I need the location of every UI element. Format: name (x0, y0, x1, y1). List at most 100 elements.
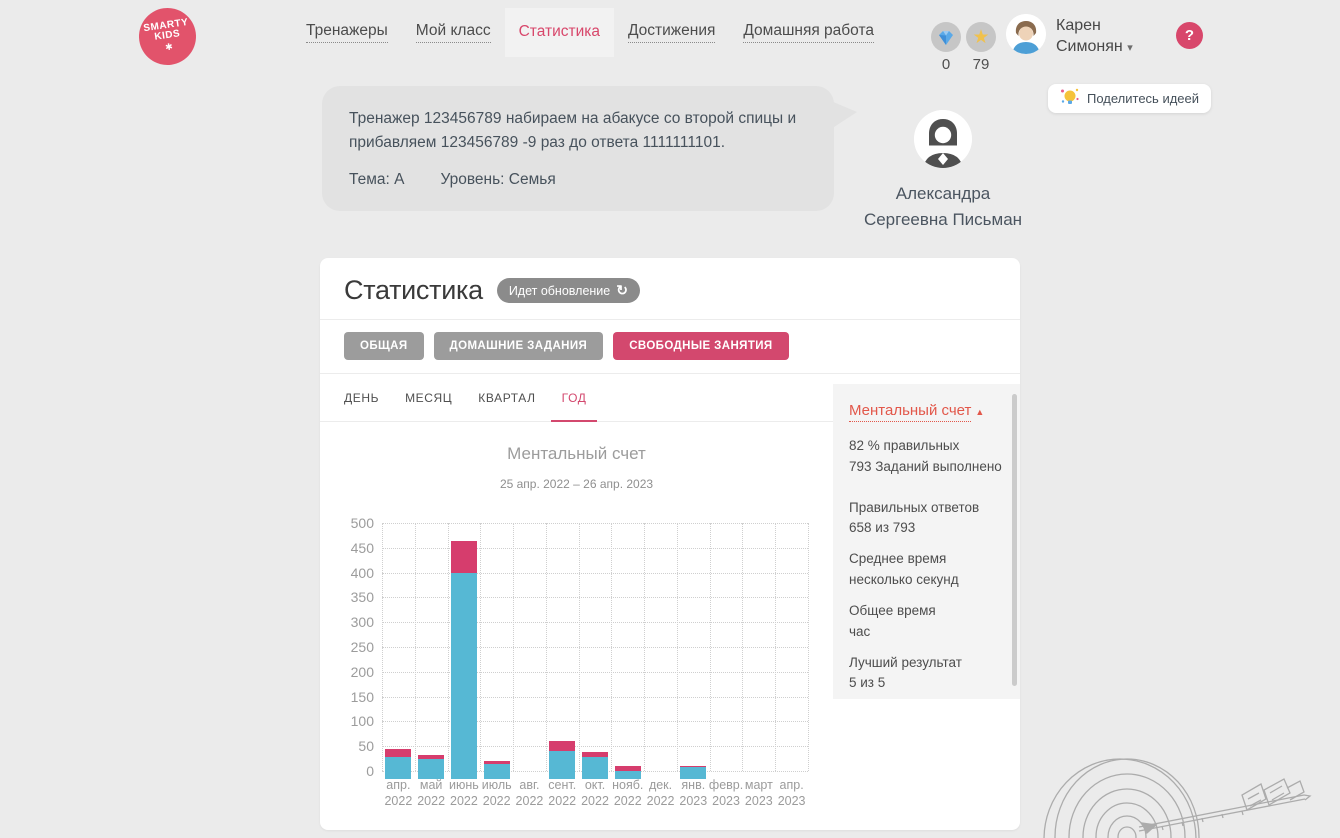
grid-line-v (447, 523, 449, 771)
user-menu[interactable]: Карен Симонян ▾ (1006, 14, 1133, 58)
sidebar-section-mental-toggle[interactable]: Ментальный счет ▲ (849, 402, 985, 422)
star-count: 79 (972, 56, 990, 73)
grid-line-h (382, 622, 808, 624)
smartykids-logo[interactable]: SMARTY KIDS ✱ (135, 4, 200, 69)
nav-item-statistika[interactable]: Статистика (504, 8, 614, 57)
filter-svobodnye-zanyatiya-button[interactable]: СВОБОДНЫЕ ЗАНЯТИЯ (613, 332, 789, 360)
filter-obshchaya-button[interactable]: ОБЩАЯ (344, 332, 424, 360)
x-tick-label: апр. 2023 (777, 778, 806, 809)
y-tick-label: 0 (366, 763, 374, 779)
grid-line-v (709, 523, 711, 771)
task-level: Уровень: Семья (440, 171, 556, 188)
x-tick-label: сент. 2022 (548, 778, 577, 809)
chevron-up-icon: ▲ (975, 407, 985, 417)
statistics-card: Статистика Идет обновление ↻ ОБЩАЯ ДОМАШ… (320, 258, 1020, 830)
x-tick-label: авг. 2022 (515, 778, 544, 809)
filter-domashnie-zadaniya-button[interactable]: ДОМАШНИЕ ЗАДАНИЯ (433, 332, 604, 360)
y-tick-label: 350 (350, 589, 374, 606)
bar-segment-pink (549, 741, 576, 752)
grid-line-v (414, 523, 416, 771)
grid-line-h (382, 721, 808, 723)
bar-segment-pink (614, 766, 641, 771)
x-tick-label: нояб. 2022 (612, 778, 644, 809)
lightbulb-icon (1060, 87, 1080, 110)
y-tick-label: 100 (350, 713, 374, 730)
x-tick-label: янв. 2023 (679, 778, 708, 809)
y-tick-label: 200 (350, 663, 374, 680)
tab-mesyac[interactable]: МЕСЯЦ (405, 390, 453, 405)
user-name: Карен Симонян ▾ (1056, 17, 1133, 55)
teacher-avatar-icon (914, 110, 972, 168)
bar-segment-blue (483, 763, 510, 779)
x-tick-label: май 2022 (417, 778, 446, 809)
sidebar-section-dvoinoy-ekran: Двойной экран▼ 68 % правильных 22 Задани… (833, 816, 1020, 838)
x-tick-label: февр. 2023 (708, 778, 744, 809)
chevron-down-icon: ▾ (1127, 41, 1133, 54)
diamond-count: 0 (941, 56, 951, 73)
card-content: ДЕНЬ МЕСЯЦ КВАРТАЛ ГОД Ментальный счет 2… (320, 374, 1020, 829)
x-tick-label: март 2023 (744, 778, 773, 809)
x-tick-label: июль 2022 (481, 778, 512, 809)
tab-god[interactable]: ГОД (562, 374, 587, 421)
grid-line-h (382, 597, 808, 599)
nav-label: Домашняя работа (743, 22, 874, 43)
nav-item-domashnyaya-rabota[interactable]: Домашняя работа (729, 8, 888, 57)
grid-line-v (808, 523, 809, 771)
stats-sidebar: Ментальный счет ▲ 82 % правильных 793 Зад… (833, 374, 1020, 829)
task-bubble: Тренажер 123456789 набираем на абакусе с… (322, 86, 857, 211)
nav-item-moy-klass[interactable]: Мой класс (402, 8, 505, 57)
bar-segment-pink (582, 751, 608, 757)
stat-group: Лучший результат 5 из 5 (849, 654, 962, 691)
updating-badge: Идет обновление ↻ (496, 278, 640, 303)
category-filter-row: ОБЩАЯ ДОМАШНИЕ ЗАДАНИЯ СВОБОДНЫЕ ЗАНЯТИЯ (320, 320, 1020, 374)
help-button[interactable]: ? (1176, 22, 1203, 49)
stat-group: Общее время час (849, 602, 936, 639)
task-text: Тренажер 123456789 набираем на абакусе с… (349, 110, 797, 152)
star-icon: ★ (966, 22, 996, 52)
grid-line-v (545, 523, 547, 771)
grid-line-h (382, 547, 808, 549)
nav-label: Статистика (518, 22, 600, 40)
grid-line-h (382, 746, 808, 748)
x-tick-label: дек. 2022 (646, 778, 675, 809)
nav-label: Мой класс (415, 22, 491, 43)
chart-title: Ментальный счет (507, 444, 646, 463)
bar-segment-pink (483, 760, 510, 764)
tab-den[interactable]: ДЕНЬ (344, 390, 380, 405)
grid-line-v (480, 523, 482, 771)
grid-line-v (382, 523, 383, 771)
diamond-icon (931, 22, 961, 52)
stat-group: Правильных ответов 658 из 793 (849, 499, 980, 536)
updating-label: Идет обновление (508, 283, 611, 298)
bar-segment-pink (385, 749, 412, 758)
share-idea-button[interactable]: Поделитесь идеей (1048, 84, 1212, 113)
tab-kvartal[interactable]: КВАРТАЛ (478, 390, 536, 405)
y-tick-label: 50 (358, 738, 374, 755)
y-tick-label: 300 (350, 614, 374, 631)
mental-count-chart (382, 523, 809, 779)
y-axis: 0 50 100 150 200 250 300 350 400 450 500 (320, 515, 374, 779)
bar-segment-blue (418, 759, 445, 779)
y-tick-label: 450 (350, 539, 374, 556)
grid-line-h (382, 647, 808, 648)
y-tick-label: 500 (350, 515, 374, 531)
nav-item-dostizheniya[interactable]: Достижения (614, 8, 729, 57)
diamond-counter[interactable]: 0 (930, 22, 962, 73)
task-topic: Тема: А (349, 171, 405, 188)
card-header: Статистика Идет обновление ↻ (320, 258, 1020, 320)
nav-label: Тренажеры (306, 22, 388, 43)
grid-line-v (775, 523, 777, 771)
sidebar-scrollbar[interactable] (1012, 394, 1017, 686)
grid-line-v (513, 523, 515, 771)
grid-line-h (382, 671, 808, 673)
grid-line-h (382, 523, 808, 524)
nav-item-trenazhery[interactable]: Тренажеры (292, 8, 402, 57)
stat-group: Среднее время несколько секунд (849, 551, 959, 588)
refresh-icon: ↻ (616, 282, 628, 298)
reward-counters: 0 ★ 79 (930, 22, 997, 73)
star-counter[interactable]: ★ 79 (965, 22, 997, 73)
x-tick-label: окт. 2022 (581, 778, 609, 809)
bar-segment-pink (450, 541, 477, 573)
bar-segment-blue (582, 756, 608, 779)
